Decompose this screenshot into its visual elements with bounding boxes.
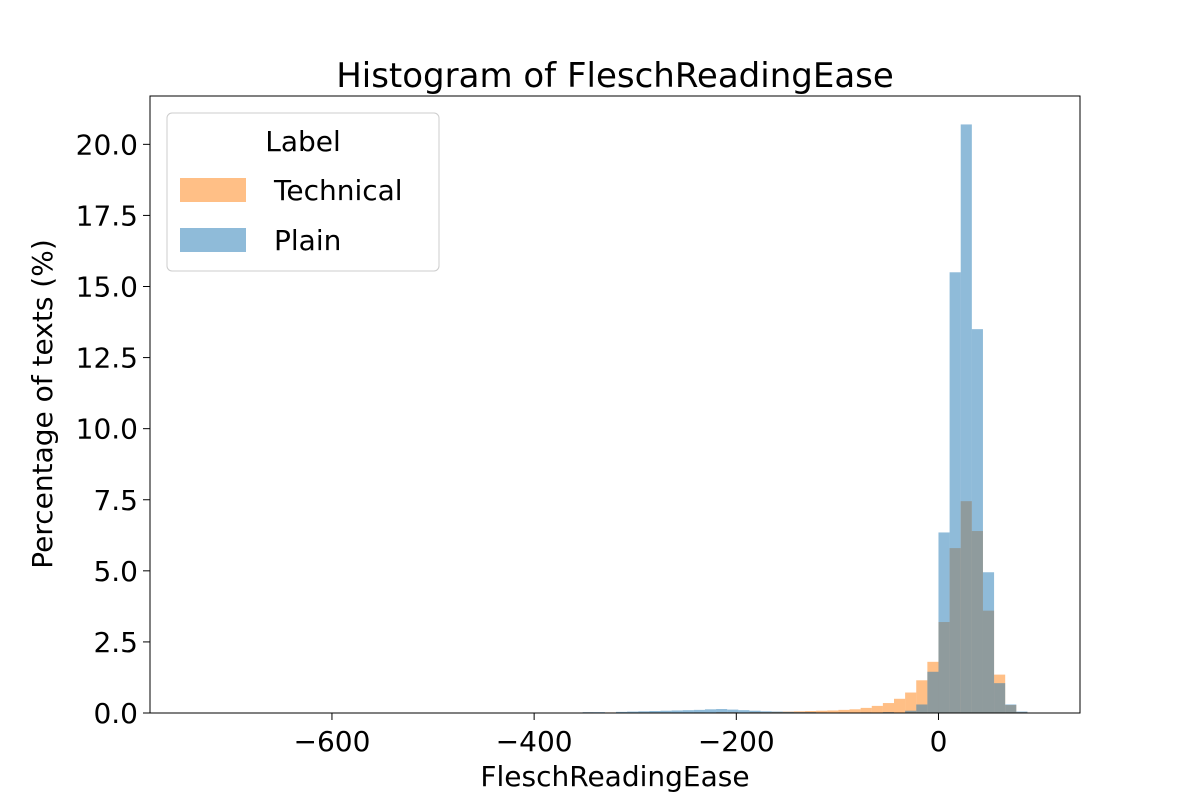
bar-plain-17 [782, 711, 794, 713]
y-tick-label: 0.0 [93, 697, 138, 730]
legend-label-technical: Technical [273, 174, 403, 207]
bar-technical-18 [860, 707, 872, 713]
bar-technical-17 [849, 709, 861, 713]
y-tick-label: 7.5 [93, 484, 138, 517]
x-axis-label: FleschReadingEase [480, 760, 749, 793]
x-axis-ticks: −600 −400 −200 0 [294, 713, 948, 758]
legend-swatch-plain [180, 228, 246, 252]
legend-label-plain: Plain [274, 224, 341, 257]
legend-title: Label [265, 125, 341, 158]
bar-plain-33 [1005, 704, 1017, 713]
plot-frame [149, 95, 1081, 714]
chart-title: Histogram of FleschReadingEase [336, 56, 894, 96]
x-tick-label: 0 [930, 725, 948, 758]
bar-technical-16 [838, 709, 850, 713]
bar-plain-30 [971, 329, 983, 713]
bar-plain-4 [638, 711, 650, 713]
bar-plain-9 [693, 709, 705, 713]
bar-plain-5 [649, 711, 661, 713]
bar-plain-8 [682, 710, 694, 713]
y-tick-label: 20.0 [76, 128, 138, 161]
bar-plain-31 [982, 572, 995, 713]
y-tick-label: 17.5 [76, 199, 138, 232]
bar-plain-13 [738, 710, 750, 713]
bar-plain-3 [627, 711, 639, 713]
y-tick-label: 2.5 [93, 626, 138, 659]
x-tick-label: −200 [698, 725, 775, 758]
bar-plain-11 [716, 709, 728, 713]
bar-plain-6 [660, 710, 672, 713]
bar-plain-34 [1016, 711, 1028, 713]
series-plain-bars [582, 124, 1028, 714]
bar-plain-7 [671, 710, 683, 713]
x-tick-label: −400 [496, 725, 573, 758]
bar-plain-2 [616, 711, 628, 713]
bar-plain-32 [994, 683, 1006, 713]
bar-technical-12 [793, 711, 806, 713]
x-tick-label: −600 [294, 725, 371, 758]
y-axis-label: Percentage of texts (%) [26, 239, 59, 569]
bar-plain-14 [749, 710, 761, 713]
bar-technical-19 [871, 705, 883, 713]
y-tick-label: 10.0 [76, 413, 138, 446]
bar-technical-22 [905, 692, 917, 713]
bar-plain-25 [916, 704, 928, 713]
bar-plain-15 [760, 711, 772, 713]
y-tick-label: 5.0 [93, 555, 138, 588]
bar-plain-29 [960, 124, 972, 714]
legend-swatch-technical [180, 178, 246, 202]
bar-technical-20 [882, 703, 894, 713]
bar-technical-23 [916, 680, 928, 713]
bar-plain-16 [771, 711, 783, 713]
legend: Label Technical Plain [166, 112, 440, 272]
bar-technical-13 [805, 711, 817, 713]
bar-technical-14 [816, 710, 828, 713]
bar-technical-21 [894, 698, 906, 713]
bar-plain-12 [727, 709, 739, 713]
bar-plain-26 [927, 671, 939, 713]
bar-plain-27 [938, 532, 950, 713]
y-tick-label: 12.5 [76, 342, 138, 375]
y-tick-label: 15.0 [76, 271, 138, 304]
y-axis-ticks: 0.0 2.5 5.0 7.5 10.0 12.5 15.0 17.5 20.0 [76, 128, 150, 730]
bar-plain-28 [949, 272, 961, 713]
bar-technical-15 [827, 710, 839, 713]
bar-plain-10 [704, 709, 717, 713]
bar-plain-24 [905, 710, 917, 713]
